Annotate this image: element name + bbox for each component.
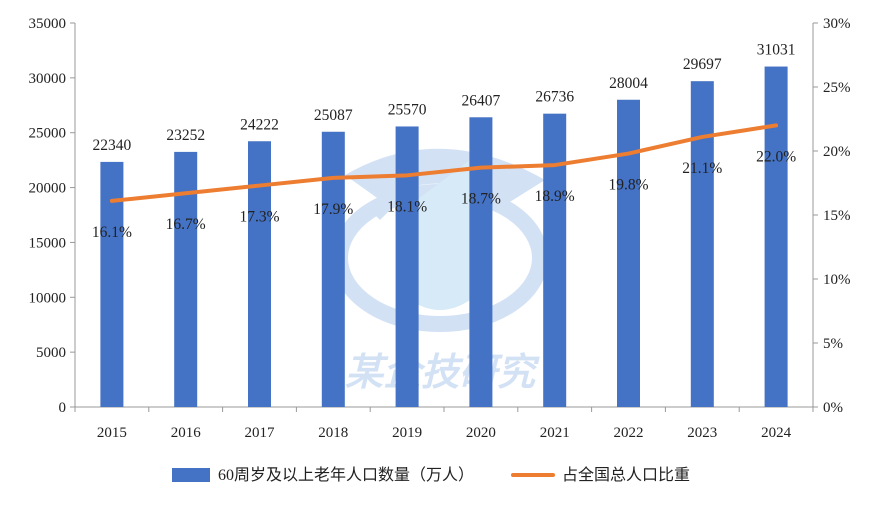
bar-value-label: 28004 (609, 75, 648, 92)
watermark-logo: 某企技研究 (332, 148, 548, 394)
line-value-label: 21.1% (682, 160, 722, 177)
bar-2022 (617, 99, 640, 408)
bar-value-label: 25087 (314, 107, 353, 124)
line-value-label: 18.1% (387, 198, 427, 215)
x-tick-label: 2022 (614, 425, 644, 441)
bar-2016 (174, 151, 198, 407)
x-tick-label: 2015 (97, 425, 127, 441)
y-right-tick-label: 5% (823, 336, 843, 352)
x-tick-label: 2021 (540, 425, 570, 441)
y-left-tick-label: 25000 (29, 126, 67, 142)
y-left-tick-label: 10000 (29, 290, 67, 306)
y-right-tick-label: 25% (823, 80, 851, 96)
x-tick-label: 2017 (245, 425, 276, 441)
legend-swatch-bar (172, 468, 210, 482)
bar-2021 (543, 113, 567, 408)
bar-2018 (321, 131, 345, 407)
legend-label-bar: 60周岁及以上老年人口数量（万人） (218, 466, 474, 484)
x-tick-label: 2018 (318, 425, 348, 441)
y-left-tick-label: 0 (59, 400, 67, 416)
line-value-label: 16.7% (166, 216, 206, 233)
bars-layer (100, 66, 788, 408)
y-right-tick-label: 20% (823, 144, 851, 160)
line-value-label: 18.7% (461, 191, 501, 208)
y-left-tick-label: 15000 (29, 235, 67, 251)
bar-2020 (469, 117, 493, 407)
bar-2024 (764, 66, 788, 408)
line-value-label: 18.9% (535, 188, 575, 205)
legend: 60周岁及以上老年人口数量（万人） 占全国总人口比重 (172, 466, 690, 484)
bar-value-label: 26407 (462, 92, 501, 109)
bar-value-label: 22340 (93, 137, 132, 154)
y-left-tick-label: 35000 (29, 16, 67, 32)
line-value-label: 22.0% (756, 148, 796, 165)
y-left-tick-label: 20000 (29, 181, 67, 197)
y-right-tick-label: 30% (823, 16, 851, 32)
bar-2023 (690, 81, 714, 407)
y-right-tick-label: 10% (823, 272, 851, 288)
bar-value-label: 29697 (683, 56, 722, 73)
line-series-ratio (109, 123, 779, 203)
y-left-tick-label: 30000 (29, 71, 67, 87)
bar-value-label: 26736 (535, 89, 574, 106)
x-tick-label: 2024 (761, 425, 792, 441)
bar-value-label: 25570 (388, 101, 427, 118)
bar-2015 (100, 161, 124, 407)
watermark-text: 某企技研究 (345, 351, 540, 394)
line-value-label: 19.8% (608, 177, 648, 194)
line-value-label: 17.9% (313, 201, 353, 218)
x-tick-label: 2020 (466, 425, 496, 441)
line-value-label: 16.1% (92, 224, 132, 241)
legend-label-line: 占全国总人口比重 (562, 466, 690, 484)
bar-value-label: 31031 (757, 42, 796, 59)
y-left-tick-label: 5000 (36, 345, 66, 361)
line-value-label: 17.3% (239, 209, 279, 226)
bar-2019 (395, 126, 419, 407)
x-tick-label: 2019 (392, 425, 422, 441)
x-tick-label: 2023 (687, 425, 717, 441)
y-right-tick-label: 0% (823, 400, 843, 416)
bar-value-label: 23252 (166, 127, 205, 144)
bar-value-label: 24222 (240, 116, 279, 133)
y-right-tick-label: 15% (823, 208, 851, 224)
bar-2017 (248, 141, 271, 407)
axes-layer: 0 5000 10000 15000 20000 25000 30000 35000 0% 5% 1… (29, 16, 851, 441)
x-tick-label: 2016 (171, 425, 202, 441)
line-layer (109, 123, 779, 203)
labels-layer: 22340 23252 24222 25087 25570 26407 26736 28004… (92, 42, 796, 241)
